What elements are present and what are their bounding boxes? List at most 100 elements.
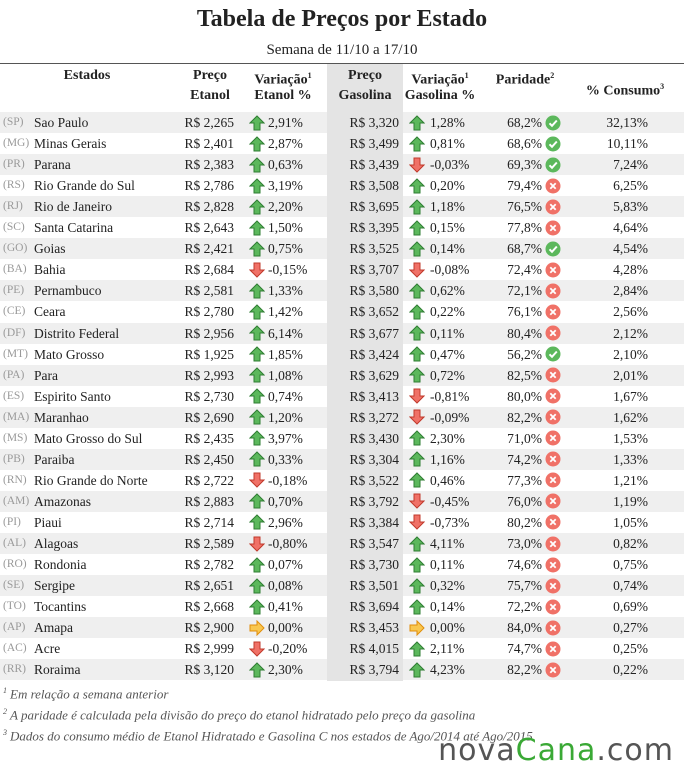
gasolina-price: R$ 3,501 [349, 578, 399, 594]
paridade: 82,2% [507, 409, 542, 425]
header-label: Gasolina % [380, 86, 500, 105]
state-code: (GO) [3, 242, 28, 255]
row-shade [403, 322, 684, 344]
state-name: Rio de Janeiro [34, 199, 112, 215]
gasolina-price: R$ 3,430 [349, 430, 399, 446]
gasolina-variation: -0,09% [430, 409, 470, 425]
consumo: 1,33% [613, 451, 648, 467]
gasolina-price: R$ 3,792 [349, 493, 399, 509]
paridade: 72,1% [507, 283, 542, 299]
row-shade [403, 364, 684, 386]
header-note: 1 [464, 71, 469, 80]
gasolina-shade [327, 64, 403, 681]
state-code: (MG) [3, 137, 30, 150]
paridade-icon [545, 262, 561, 278]
etanol-variation: 0,07% [268, 557, 303, 573]
consumo: 4,54% [613, 241, 648, 257]
paridade-icon [545, 620, 561, 636]
gasolina-variation: -0,45% [430, 493, 470, 509]
state-name: Acre [34, 641, 61, 657]
state-code: (CE) [3, 305, 26, 318]
state-code: (SE) [3, 579, 25, 592]
row-shade [0, 280, 327, 302]
consumo: 0,27% [613, 620, 648, 636]
etanol-trend-icon [249, 536, 265, 552]
state-name: Bahia [34, 262, 66, 278]
etanol-price: R$ 2,684 [184, 262, 234, 278]
paridade-icon [545, 136, 561, 152]
gasolina-variation: 0,15% [430, 220, 465, 236]
paridade: 74,2% [507, 451, 542, 467]
header-label: Variação1 [223, 66, 343, 90]
gasolina-variation: 0,00% [430, 620, 465, 636]
etanol-variation: 2,30% [268, 662, 303, 678]
state-code: (RO) [3, 558, 27, 571]
row-shade [403, 490, 684, 512]
state-code: (RN) [3, 473, 27, 486]
state-name: Parana [34, 157, 71, 173]
paridade: 80,2% [507, 514, 542, 530]
state-code: (ES) [3, 389, 25, 402]
gasolina-variation: 0,22% [430, 304, 465, 320]
header-text: Preço [348, 68, 382, 83]
etanol-variation: -0,15% [268, 262, 308, 278]
gasolina-trend-icon [409, 325, 425, 341]
etanol-trend-icon [249, 262, 265, 278]
gasolina-variation: -0,08% [430, 262, 470, 278]
etanol-trend-icon [249, 451, 265, 467]
paridade: 72,2% [507, 599, 542, 615]
header-label: Preço [305, 66, 425, 85]
etanol-variation: 0,41% [268, 599, 303, 615]
etanol-price: R$ 2,714 [184, 514, 234, 530]
etanol-variation: 2,87% [268, 136, 303, 152]
paridade: 68,2% [507, 115, 542, 130]
consumo: 5,83% [613, 199, 648, 215]
etanol-trend-icon [249, 556, 265, 573]
etanol-price: R$ 2,782 [184, 557, 234, 573]
etanol-price: R$ 2,581 [184, 283, 234, 299]
gasolina-trend-icon [409, 157, 425, 173]
etanol-trend-icon [249, 514, 265, 530]
paridade-icon [545, 451, 561, 467]
gasolina-variation: 0,72% [430, 367, 465, 383]
gasolina-price: R$ 3,629 [349, 367, 399, 383]
gasolina-trend-icon [409, 493, 425, 510]
etanol-price: R$ 2,993 [184, 367, 234, 383]
row-shade [0, 322, 327, 344]
paridade-icon [545, 430, 561, 446]
state-name: Minas Gerais [34, 136, 107, 152]
etanol-price: R$ 2,668 [184, 599, 234, 615]
row-shade [0, 238, 327, 260]
state-code: (SP) [3, 116, 24, 128]
etanol-trend-icon [249, 430, 265, 446]
consumo: 32,13% [606, 115, 648, 130]
gasolina-price: R$ 3,707 [349, 262, 399, 278]
gasolina-trend-icon [409, 367, 425, 383]
state-name: Mato Grosso do Sul [34, 430, 143, 446]
paridade: 74,6% [507, 557, 542, 573]
gasolina-price: R$ 3,580 [349, 283, 399, 299]
consumo: 0,75% [613, 557, 648, 573]
etanol-trend-icon [249, 493, 265, 509]
consumo: 2,84% [613, 283, 648, 299]
gasolina-trend-icon [409, 430, 425, 446]
footnote-note: 1 [3, 686, 7, 695]
row-shade [403, 533, 684, 554]
paridade: 73,0% [507, 536, 542, 551]
etanol-trend-icon [249, 283, 265, 299]
paridade: 79,4% [507, 178, 542, 194]
etanol-trend-icon [249, 409, 265, 425]
state-name: Santa Catarina [34, 220, 114, 236]
etanol-variation: 3,19% [268, 178, 303, 194]
gasolina-variation: 4,11% [430, 536, 465, 551]
etanol-trend-icon [249, 598, 265, 615]
etanol-price: R$ 2,589 [184, 536, 234, 551]
etanol-trend-icon [249, 177, 265, 194]
state-name: Amazonas [34, 493, 91, 509]
logo-part: .com [596, 733, 674, 768]
gasolina-variation: 0,32% [430, 578, 465, 594]
consumo: 0,69% [613, 599, 648, 615]
etanol-trend-icon [249, 304, 265, 320]
paridade-icon [545, 157, 561, 173]
gasolina-price: R$ 3,522 [349, 472, 399, 488]
